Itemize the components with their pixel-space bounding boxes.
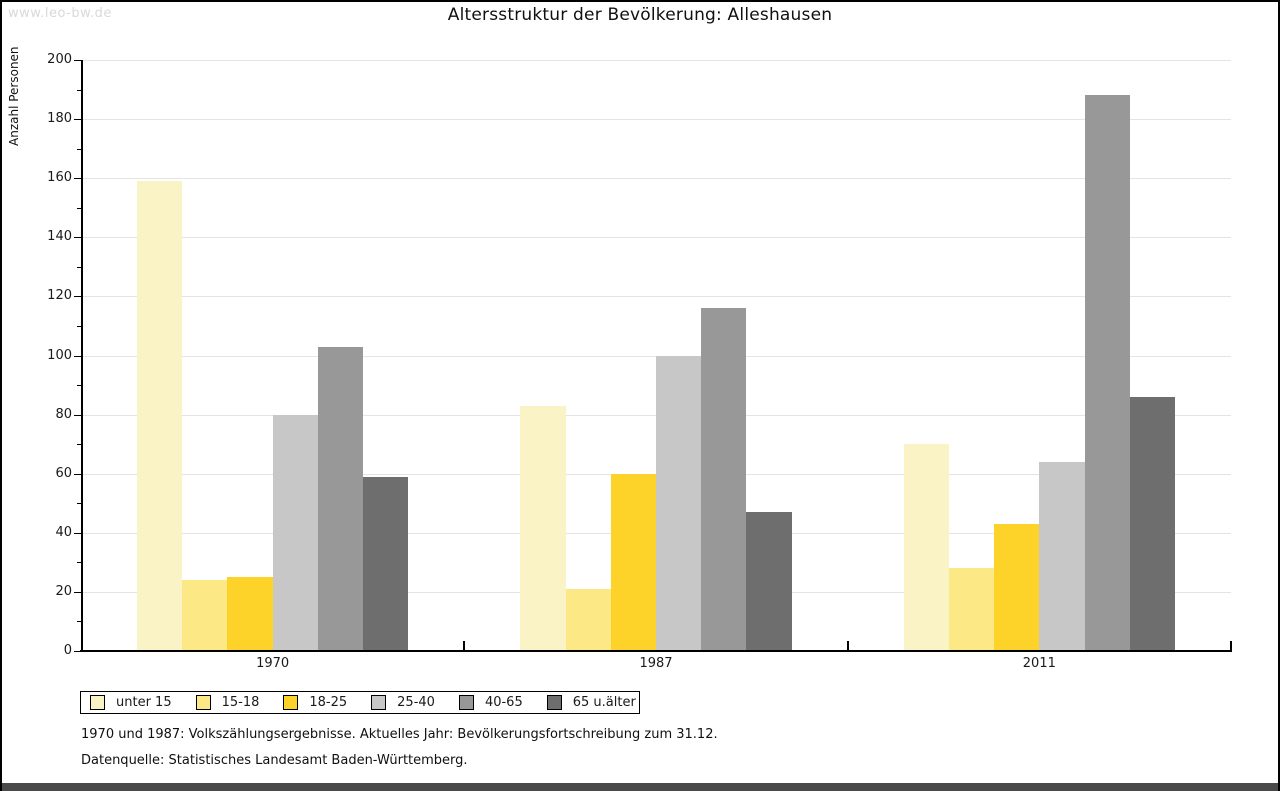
bar-65-u.älter-1970 xyxy=(363,476,409,651)
gridline xyxy=(83,237,1231,239)
page-title: Altersstruktur der Bevölkerung: Alleshau… xyxy=(447,5,833,25)
x-axis-tick xyxy=(463,641,466,651)
bar-40-65-1987 xyxy=(701,308,747,651)
legend-label: 40-65 xyxy=(484,695,523,710)
bar-18-25-2011 xyxy=(994,523,1040,651)
y-tick-label: 60 xyxy=(55,465,72,481)
bar-65-u.älter-2011 xyxy=(1129,396,1175,651)
y-axis-minor-tick xyxy=(77,503,81,505)
y-axis-minor-tick xyxy=(77,89,81,91)
y-axis-tick xyxy=(74,119,81,121)
legend-swatch xyxy=(546,695,562,710)
y-tick-label: 180 xyxy=(47,111,72,127)
y-axis-tick xyxy=(74,237,81,239)
y-tick-label: 40 xyxy=(55,524,72,540)
bar-unter-15-1987 xyxy=(520,405,566,651)
y-axis-tick xyxy=(74,651,81,652)
y-axis-title: Anzahl Personen xyxy=(7,46,21,146)
y-axis-tick xyxy=(74,60,81,61)
y-axis-minor-tick xyxy=(77,621,81,623)
gridline xyxy=(83,60,1231,61)
x-category-label: 2011 xyxy=(1022,656,1056,671)
bar-15-18-1987 xyxy=(565,588,611,651)
bar-25-40-1970 xyxy=(272,414,318,651)
legend-swatch xyxy=(458,695,474,710)
y-axis-tick xyxy=(74,473,81,475)
legend-item-unter-15: unter 15 xyxy=(90,695,172,710)
footer-source: Datenquelle: Statistisches Landesamt Bad… xyxy=(81,753,468,768)
footer-note: 1970 und 1987: Volkszählungsergebnisse. … xyxy=(81,727,718,742)
bar-40-65-1970 xyxy=(317,346,364,651)
legend-item-40-65: 40-65 xyxy=(458,695,523,710)
legend-label: 65 u.älter xyxy=(572,695,636,710)
legend-swatch xyxy=(371,695,387,710)
gridline xyxy=(83,119,1231,121)
y-axis-minor-tick xyxy=(77,444,81,446)
x-axis-line xyxy=(80,650,1232,652)
y-tick-label: 20 xyxy=(55,583,72,599)
y-axis-minor-tick xyxy=(77,562,81,564)
y-tick-label: 200 xyxy=(47,52,72,67)
legend-swatch xyxy=(195,695,211,710)
bottom-bar xyxy=(0,783,1280,791)
y-axis-tick xyxy=(74,591,81,593)
bar-unter-15-2011 xyxy=(903,444,949,651)
legend-label: unter 15 xyxy=(116,695,172,710)
y-axis-minor-tick xyxy=(77,385,81,387)
x-axis-tick xyxy=(1230,641,1232,651)
bar-15-18-2011 xyxy=(948,568,995,651)
legend-item-25-40: 25-40 xyxy=(371,695,435,710)
legend: unter 15 15-18 18-25 25-40 40-65 65 u.älter xyxy=(80,691,640,714)
bar-unter-15-1970 xyxy=(137,181,183,651)
y-axis-tick xyxy=(74,532,81,534)
x-axis-tick xyxy=(846,641,849,651)
y-axis-tick xyxy=(74,178,81,180)
bar-18-25-1970 xyxy=(227,577,273,651)
x-category-label: 1987 xyxy=(639,656,673,671)
legend-swatch xyxy=(90,695,105,710)
y-tick-label: 140 xyxy=(47,229,72,245)
legend-swatch xyxy=(283,695,299,710)
bar-65-u.älter-1987 xyxy=(746,512,792,651)
legend-item-65-u.älter: 65 u.älter xyxy=(546,695,636,710)
y-axis-tick xyxy=(74,414,81,416)
legend-label: 18-25 xyxy=(309,695,348,710)
bar-25-40-2011 xyxy=(1039,461,1085,651)
legend-item-18-25: 18-25 xyxy=(283,695,347,710)
y-axis-minor-tick xyxy=(77,207,81,209)
legend-label: 25-40 xyxy=(397,695,435,710)
y-tick-label: 100 xyxy=(47,347,72,363)
gridline xyxy=(83,178,1231,180)
bar-25-40-1987 xyxy=(656,355,702,651)
gridline xyxy=(83,296,1231,298)
y-tick-label: 120 xyxy=(47,288,72,304)
y-axis-line xyxy=(81,60,83,652)
y-tick-label: 160 xyxy=(47,170,72,186)
y-axis-tick xyxy=(74,296,81,298)
watermark: www.leo-bw.de xyxy=(8,6,112,21)
legend-label: 15-18 xyxy=(221,695,260,710)
bar-40-65-2011 xyxy=(1084,95,1130,651)
y-axis-minor-tick xyxy=(77,148,81,150)
y-tick-label: 0 xyxy=(63,643,72,658)
x-category-label: 1970 xyxy=(256,656,290,671)
y-axis-minor-tick xyxy=(77,266,81,268)
bar-15-18-1970 xyxy=(182,580,228,651)
y-tick-label: 80 xyxy=(55,406,72,422)
y-axis-tick xyxy=(74,355,81,357)
y-axis-minor-tick xyxy=(77,325,81,327)
legend-item-15-18: 15-18 xyxy=(195,695,260,710)
bar-18-25-1987 xyxy=(610,473,656,651)
